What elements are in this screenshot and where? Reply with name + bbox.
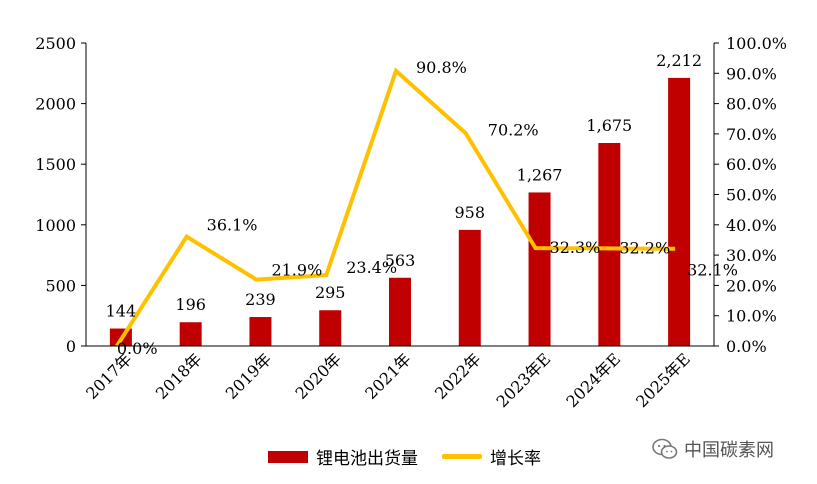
bar bbox=[389, 277, 411, 346]
right-tick-label: 70.0% bbox=[726, 125, 777, 144]
legend-label-bar: 锂电池出货量 bbox=[316, 449, 418, 469]
bar bbox=[249, 317, 272, 346]
left-tick-label: 2500 bbox=[35, 34, 76, 53]
x-tick-label: 2023年E bbox=[493, 349, 555, 411]
line-data-label: 23.4% bbox=[346, 258, 397, 277]
line-data-label: 32.1% bbox=[687, 261, 738, 280]
x-tick-label: 2020年 bbox=[291, 349, 345, 403]
right-tick-label: 20.0% bbox=[726, 276, 777, 295]
line-data-label: 0.0% bbox=[117, 339, 158, 358]
legend-item-line: 增长率 bbox=[442, 444, 541, 469]
bar-data-label: 1,267 bbox=[517, 165, 563, 184]
legend-swatch-bar bbox=[268, 450, 308, 463]
left-tick-label: 500 bbox=[45, 276, 76, 295]
right-axis: 0.0% 10.0% 20.0% 30.0% 40.0% 50.0% 60.0% 70.0% 8… bbox=[713, 34, 787, 356]
bar-series bbox=[109, 77, 691, 346]
bar bbox=[528, 192, 551, 346]
x-tick-label: 2021年 bbox=[361, 349, 415, 403]
watermark: 中国碳素网 bbox=[652, 436, 774, 462]
line-data-label: 32.3% bbox=[550, 238, 601, 257]
bar-data-label: 2,212 bbox=[656, 51, 702, 70]
right-tick-label: 60.0% bbox=[726, 155, 777, 174]
right-tick-label: 30.0% bbox=[726, 246, 777, 265]
legend-swatch-line bbox=[442, 454, 482, 459]
right-tick-label: 80.0% bbox=[726, 95, 777, 114]
x-tick-label: 2018年 bbox=[152, 349, 206, 403]
watermark-text: 中国碳素网 bbox=[684, 440, 774, 461]
bar bbox=[598, 142, 621, 346]
right-tick-label: 10.0% bbox=[726, 307, 777, 326]
bar-data-label: 1,675 bbox=[586, 116, 632, 135]
legend-item-bar: 锂电池出货量 bbox=[268, 444, 418, 469]
bar bbox=[458, 229, 481, 346]
bar-data-label: 144 bbox=[106, 302, 137, 321]
bar bbox=[319, 310, 342, 346]
x-tick-label: 2025年E bbox=[632, 349, 694, 411]
line-data-label: 70.2% bbox=[488, 120, 539, 139]
bar-data-label: 563 bbox=[385, 251, 416, 270]
bar-data-label: 196 bbox=[175, 295, 206, 314]
data-labels: 144 196 239 295 563 958 1,267 1,675 2,212 0.0% 36.… bbox=[106, 51, 738, 358]
left-axis: 0 500 1000 1500 2000 2500 bbox=[35, 34, 87, 356]
right-tick-label: 0.0% bbox=[726, 337, 767, 356]
left-tick-label: 0 bbox=[66, 337, 76, 356]
x-axis: 2017年 2018年 2019年 2020年 2021年 2022年 2023年E 2024… bbox=[82, 345, 714, 411]
left-tick-label: 1500 bbox=[35, 155, 76, 174]
line-data-label: 36.1% bbox=[207, 216, 258, 235]
x-tick-label: 2019年 bbox=[222, 349, 276, 403]
left-tick-label: 2000 bbox=[35, 95, 76, 114]
legend: 锂电池出货量 增长率 bbox=[268, 444, 565, 469]
x-tick-label: 2024年E bbox=[562, 349, 624, 411]
line-data-label: 32.2% bbox=[619, 238, 670, 257]
bar-data-label: 958 bbox=[455, 203, 486, 222]
x-tick-label: 2022年 bbox=[431, 349, 485, 403]
wechat-icon bbox=[652, 438, 678, 459]
bar bbox=[179, 322, 202, 346]
right-tick-label: 40.0% bbox=[726, 216, 777, 235]
right-tick-label: 100.0% bbox=[726, 34, 787, 53]
legend-label-line: 增长率 bbox=[490, 449, 541, 469]
left-tick-label: 1000 bbox=[35, 216, 76, 235]
line-data-label: 21.9% bbox=[271, 261, 322, 280]
right-tick-label: 50.0% bbox=[726, 186, 777, 205]
bar bbox=[668, 77, 691, 346]
bar-data-label: 295 bbox=[315, 283, 346, 302]
line-data-label: 90.8% bbox=[416, 58, 467, 77]
right-tick-label: 90.0% bbox=[726, 64, 777, 83]
bar-data-label: 239 bbox=[245, 290, 276, 309]
